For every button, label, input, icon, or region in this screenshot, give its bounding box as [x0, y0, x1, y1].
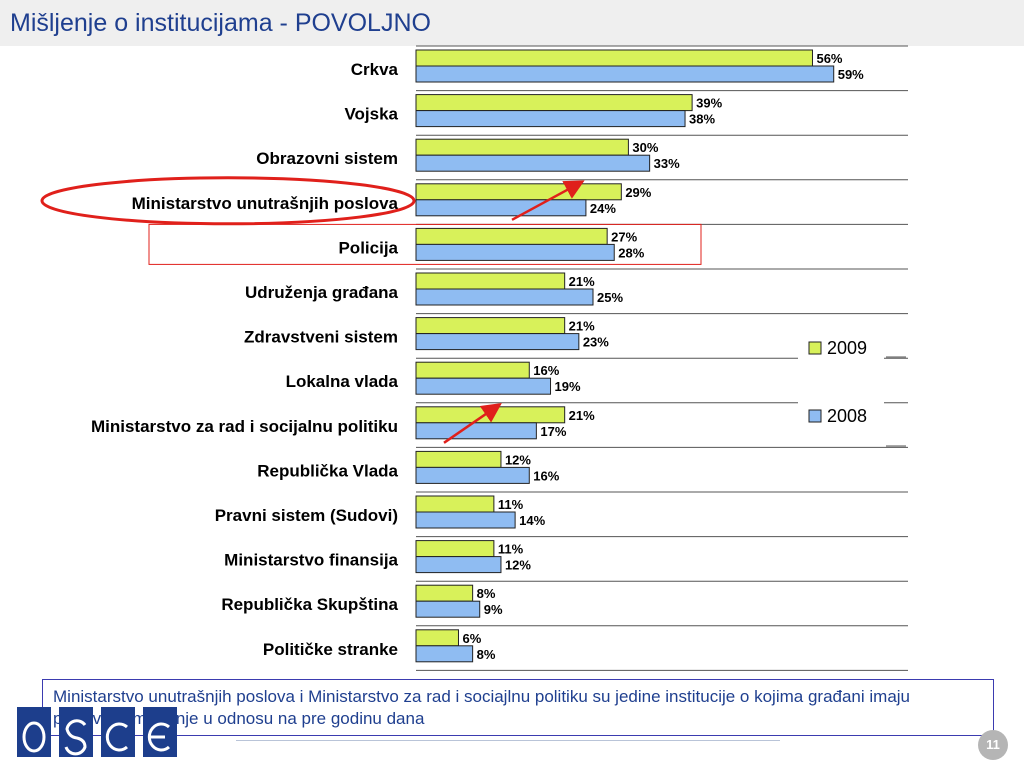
- category-label: Republička Skupština: [221, 595, 398, 614]
- data-label-2008: 17%: [540, 424, 566, 439]
- data-label-2008: 12%: [505, 558, 531, 573]
- data-label-2008: 16%: [533, 468, 559, 483]
- bar-2009: [415, 272, 566, 290]
- category-label: Republička Vlada: [257, 461, 398, 480]
- data-label-2009: 30%: [632, 140, 658, 155]
- data-label-2009: 21%: [569, 274, 595, 289]
- bar-2008: [415, 199, 587, 217]
- data-label-2008: 23%: [583, 335, 609, 350]
- data-label-2008: 9%: [484, 602, 503, 617]
- category-label: Policija: [338, 238, 398, 257]
- bar-2008: [415, 65, 835, 83]
- bar-2008: [415, 377, 552, 395]
- bar-2008: [415, 466, 530, 484]
- data-label-2008: 25%: [597, 290, 623, 305]
- bar-2008: [415, 600, 481, 618]
- legend-background: [798, 316, 884, 446]
- legend-label-2009: 2009: [827, 338, 867, 358]
- data-label-2009: 29%: [625, 185, 651, 200]
- footer-divider: [236, 740, 780, 741]
- title-bar: Mišljenje o institucijama - POVOLJNO: [0, 0, 1024, 46]
- data-label-2009: 21%: [569, 408, 595, 423]
- data-label-2008: 8%: [477, 647, 496, 662]
- category-label: Ministarstvo za rad i socijalnu politiku: [91, 417, 398, 436]
- data-label-2009: 11%: [498, 542, 524, 557]
- bar-2008: [415, 556, 502, 574]
- data-label-2009: 21%: [569, 319, 595, 334]
- bar-2008: [415, 154, 651, 172]
- bar-2008: [415, 422, 537, 440]
- bar-2008: [415, 243, 615, 261]
- callout-box: Ministarstvo unutrašnjih poslova i Minis…: [42, 679, 994, 736]
- data-label-2008: 19%: [555, 379, 581, 394]
- data-label-2008: 14%: [519, 513, 545, 528]
- bar-2008: [415, 110, 686, 128]
- category-label: Ministarstvo unutrašnjih poslova: [132, 194, 399, 213]
- bar-2009: [415, 629, 459, 647]
- bar-2009: [415, 94, 693, 112]
- data-label-2008: 38%: [689, 112, 715, 127]
- trend-arrow: [511, 180, 585, 221]
- data-label-2008: 24%: [590, 201, 616, 216]
- data-label-2009: 16%: [533, 363, 559, 378]
- bar-2009: [415, 138, 629, 156]
- category-label: Lokalna vlada: [286, 372, 399, 391]
- osce-logo: [17, 707, 177, 757]
- category-label: Udruženja građana: [245, 283, 399, 302]
- data-label-2009: 11%: [498, 497, 524, 512]
- category-label: Obrazovni sistem: [256, 149, 398, 168]
- bar-2008: [415, 645, 474, 663]
- bar-2008: [415, 333, 580, 351]
- category-label: Političke stranke: [263, 640, 398, 659]
- data-label-2009: 6%: [462, 631, 481, 646]
- data-label-2009: 56%: [816, 51, 842, 66]
- category-label: Ministarstvo finansija: [224, 551, 398, 570]
- bar-2009: [415, 540, 495, 558]
- legend-swatch-2008: [808, 409, 822, 423]
- page-number: 11: [978, 730, 1008, 760]
- bar-2009: [415, 227, 608, 245]
- bar-2009: [415, 183, 622, 201]
- data-label-2008: 28%: [618, 245, 644, 260]
- legend-label-2008: 2008: [827, 406, 867, 426]
- bar-2009: [415, 406, 566, 424]
- bar-2009: [415, 361, 530, 379]
- highlight-circle: [40, 176, 416, 226]
- bar-2009: [415, 584, 474, 602]
- legend-swatch-2009: [808, 341, 822, 355]
- category-label: Crkva: [351, 60, 399, 79]
- data-label-2008: 59%: [838, 67, 864, 82]
- highlight-box: [148, 223, 702, 265]
- bar-2009: [415, 317, 566, 335]
- data-label-2009: 39%: [696, 96, 722, 111]
- page-title: Mišljenje o institucijama - POVOLJNO: [10, 9, 431, 37]
- bar-2009: [415, 450, 502, 468]
- category-label: Zdravstveni sistem: [244, 328, 398, 347]
- category-label: Pravni sistem (Sudovi): [215, 506, 398, 525]
- callout-text: Ministarstvo unutrašnjih poslova i Minis…: [53, 687, 911, 728]
- bar-2008: [415, 511, 516, 529]
- bar-2009: [415, 49, 813, 67]
- bar-2008: [415, 288, 594, 306]
- trend-arrow: [443, 402, 502, 444]
- bar-2009: [415, 495, 495, 513]
- data-label-2009: 8%: [477, 586, 496, 601]
- data-label-2008: 33%: [654, 156, 680, 171]
- bar-chart: Crkva 56%59% Vojska 39%38% Obrazovni sistem 3…: [40, 45, 908, 671]
- data-label-2009: 27%: [611, 229, 637, 244]
- category-label: Vojska: [344, 105, 398, 124]
- data-label-2009: 12%: [505, 452, 531, 467]
